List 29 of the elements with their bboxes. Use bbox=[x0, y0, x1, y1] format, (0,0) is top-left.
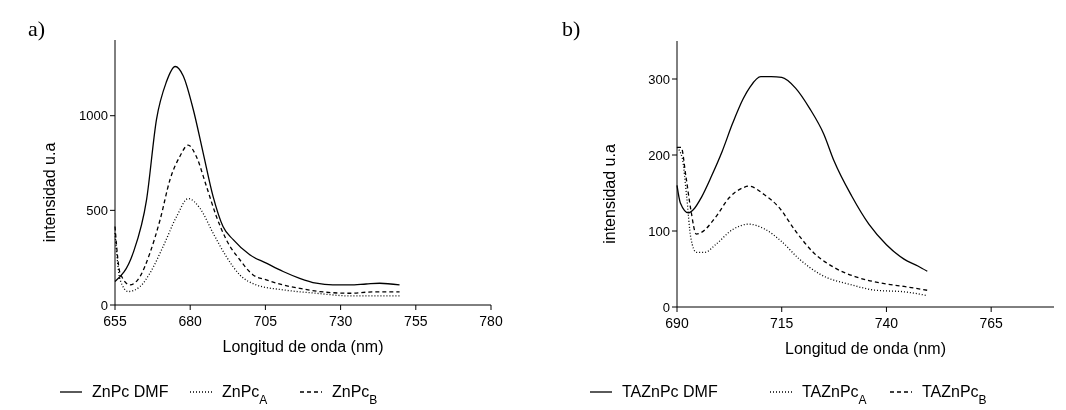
legend-label: TAZnPc$_{A}$ bbox=[802, 383, 867, 407]
y-tick-label: 500 bbox=[86, 202, 108, 218]
legend-label: ZnPc$_{B}$ bbox=[332, 383, 378, 407]
legend-label: TAZnPc$_{B}$ bbox=[922, 383, 987, 407]
y-tick-label: 0 bbox=[100, 297, 108, 313]
x-axis-title: Longitud de onda (nm) bbox=[222, 338, 384, 355]
x-tick-label: 765 bbox=[979, 315, 1004, 331]
legend-label: ZnPc DMF bbox=[92, 383, 169, 400]
x-tick-label: 655 bbox=[103, 313, 127, 329]
y-tick-label: 200 bbox=[648, 147, 670, 163]
y-tick-label: 0 bbox=[662, 299, 670, 315]
y-tick-label: 100 bbox=[648, 223, 670, 239]
x-tick-label: 680 bbox=[178, 313, 203, 329]
y-tick-label: 1000 bbox=[79, 108, 108, 124]
legend-label: TAZnPc DMF bbox=[622, 383, 718, 400]
legend-label: ZnPc$_{A}$ bbox=[222, 383, 268, 407]
chart-title: b) bbox=[562, 16, 581, 41]
x-tick-label: 780 bbox=[479, 313, 503, 329]
y-axis-title: intensidad u.a bbox=[41, 142, 58, 243]
x-tick-label: 730 bbox=[328, 313, 353, 329]
x-tick-label: 705 bbox=[253, 313, 278, 329]
x-axis-title: Longitud de onda (nm) bbox=[785, 340, 946, 357]
x-tick-label: 690 bbox=[665, 315, 689, 331]
chart-title: a) bbox=[28, 16, 46, 41]
x-tick-label: 740 bbox=[874, 315, 899, 331]
y-axis-title: intensidad u.a bbox=[601, 144, 618, 244]
x-tick-label: 755 bbox=[404, 313, 428, 329]
x-tick-label: 715 bbox=[770, 315, 794, 331]
y-tick-label: 300 bbox=[648, 71, 670, 87]
